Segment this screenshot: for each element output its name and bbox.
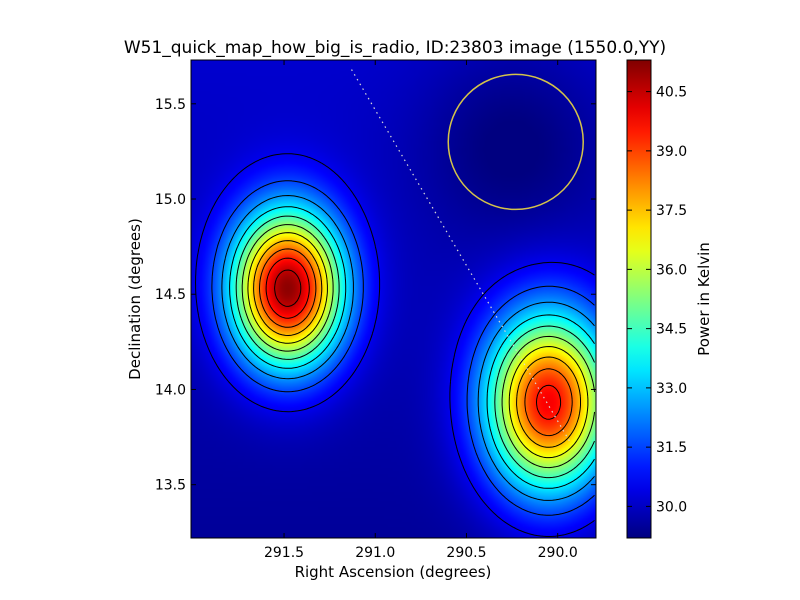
contour-level-5 — [241, 224, 595, 469]
y-tick-label: 13.5 — [155, 478, 186, 494]
x-axis-ticks: 291.5 291.0 290.5 290.0 — [264, 60, 578, 561]
colorbar-gradient — [626, 59, 652, 539]
colorbar-tick-label: 36.0 — [656, 262, 687, 278]
x-axis-label: Right Ascension (degrees) — [295, 563, 492, 581]
contour-lines — [195, 153, 595, 537]
x-tick-label: 290.0 — [538, 545, 578, 561]
colorbar-tick-label: 34.5 — [656, 322, 687, 338]
y-axis-label: Declination (degrees) — [126, 218, 144, 380]
colorbar-tick-label: 30.0 — [656, 499, 687, 515]
colorbar: 30.0 31.5 33.0 34.5 36.0 37.5 39.0 40.5 Power i… — [626, 59, 713, 539]
x-tick-label: 291.5 — [264, 545, 304, 561]
plot-frame — [190, 59, 597, 539]
y-tick-label: 15.5 — [155, 97, 186, 113]
heatmap-plot-area: 291.5 291.0 290.5 290.0 13.5 14.0 14.5 15.0 15.… — [155, 59, 597, 561]
y-tick-label: 15.0 — [155, 192, 186, 208]
contour-level-10 — [274, 269, 302, 307]
y-axis-ticks: 13.5 14.0 14.5 15.0 15.5 — [155, 97, 596, 494]
contour-level-3 — [229, 206, 595, 489]
y-tick-label: 14.5 — [155, 287, 186, 303]
heatmap-image — [191, 60, 596, 538]
contour-level-7 — [253, 240, 581, 448]
y-tick-label: 14.0 — [155, 382, 186, 398]
colorbar-label: Power in Kelvin — [695, 242, 713, 356]
colorbar-tick-label: 33.0 — [656, 381, 687, 397]
colorbar-tick-label: 39.0 — [656, 144, 687, 160]
contour-level-9 — [265, 257, 562, 420]
contour-level-4 — [235, 215, 595, 479]
contour-level-1 — [211, 180, 595, 516]
contour-level-6 — [247, 232, 589, 459]
contour-level-8 — [259, 248, 573, 437]
chart-title: W51_quick_map_how_big_is_radio, ID:23803… — [124, 38, 666, 58]
x-tick-label: 291.0 — [355, 545, 395, 561]
colorbar-tick-label: 40.5 — [656, 85, 687, 101]
beam-circle — [447, 73, 584, 211]
colorbar-ticks: 30.0 31.5 33.0 34.5 36.0 37.5 39.0 40.5 — [627, 85, 687, 515]
x-tick-label: 290.5 — [446, 545, 486, 561]
contour-level-2 — [221, 195, 595, 501]
colorbar-tick-label: 37.5 — [656, 203, 687, 219]
contour-level-0 — [195, 153, 595, 537]
colorbar-tick-label: 31.5 — [656, 440, 687, 456]
scan-track-dotted-line — [351, 69, 571, 444]
